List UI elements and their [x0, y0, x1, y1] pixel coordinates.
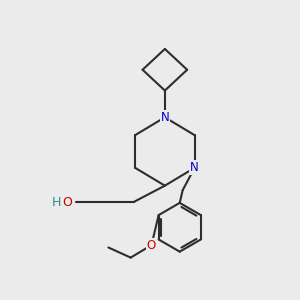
Text: O: O: [62, 196, 72, 208]
Text: H: H: [52, 196, 61, 208]
Text: O: O: [147, 238, 156, 252]
Text: N: N: [190, 161, 199, 174]
Text: N: N: [160, 111, 169, 124]
